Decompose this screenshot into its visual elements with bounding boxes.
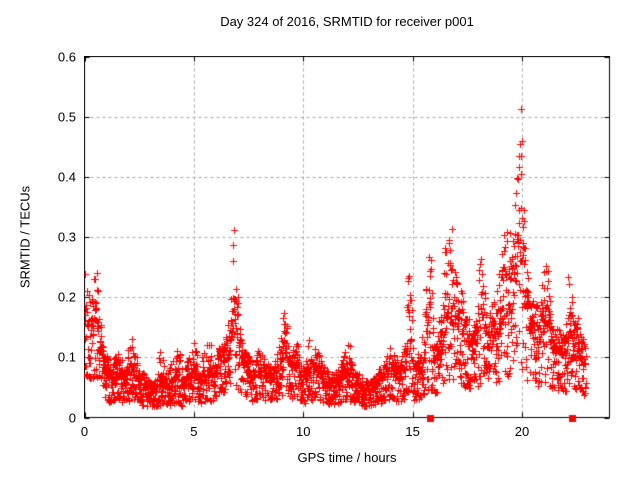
y-tick-label: 0.1 — [57, 349, 76, 365]
y-tick-label: 0.5 — [57, 109, 76, 125]
y-tick-label: 0.4 — [57, 169, 76, 185]
y-tick-label: 0.2 — [57, 289, 76, 305]
x-tick-label: 20 — [514, 424, 530, 439]
plot-canvas — [84, 56, 611, 424]
x-tick-label: 15 — [405, 424, 420, 439]
x-tick-label: 0 — [80, 424, 89, 439]
chart-title: Day 324 of 2016, SRMTID for receiver p00… — [220, 14, 474, 29]
x-tick-label: 10 — [296, 424, 311, 439]
x-tick-label: 5 — [190, 424, 198, 439]
y-tick-label: 0.6 — [57, 49, 76, 64]
y-tick-label: 0 — [68, 410, 76, 425]
x-axis-label: GPS time / hours — [297, 450, 397, 465]
y-tick-label: 0.3 — [57, 229, 76, 245]
